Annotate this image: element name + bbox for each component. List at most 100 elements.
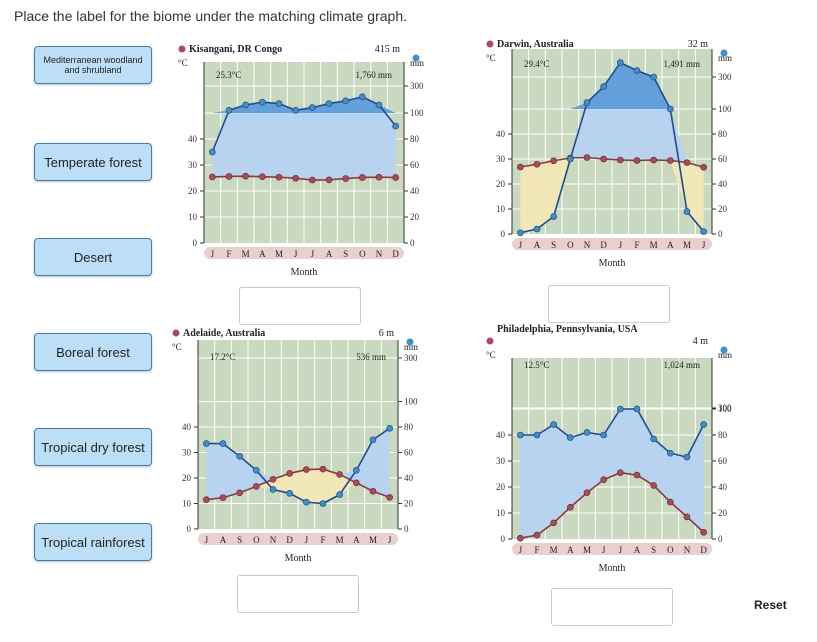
precipitation-point: [286, 490, 293, 497]
precipitation-point: [269, 486, 277, 493]
temperature-point: [583, 489, 591, 497]
average-temperature: 12.5°C: [524, 360, 549, 370]
precip-tick-label: 40: [410, 186, 420, 196]
temp-tick-label: 0: [501, 534, 506, 544]
month-label: A: [667, 240, 674, 250]
month-label: N: [270, 535, 277, 545]
month-label: J: [211, 249, 215, 259]
month-label: J: [702, 240, 706, 250]
temperature-point: [336, 471, 343, 478]
month-label: J: [311, 249, 315, 259]
precipitation-point: [225, 107, 233, 114]
temp-unit: °C: [486, 350, 496, 360]
temp-tick-label: 30: [182, 448, 192, 458]
precipitation-point: [242, 101, 249, 109]
precipitation-line: [520, 61, 705, 234]
place-title: Kisangani, DR Congo: [189, 44, 282, 55]
month-label: J: [388, 535, 392, 545]
month-label: S: [551, 240, 556, 250]
label-tropical-dry-forest[interactable]: Tropical dry forest: [34, 428, 152, 466]
precipitation-point: [683, 208, 691, 215]
precipitation-point: [292, 107, 299, 114]
month-label: D: [600, 240, 607, 250]
precip-tick-label: 60: [404, 448, 414, 458]
precip-tick-label: 300: [410, 81, 424, 91]
precip-tick-label: 300: [404, 353, 418, 363]
drop-zone-kisangani[interactable]: [239, 287, 361, 325]
drop-zone-adelaide[interactable]: [237, 575, 359, 613]
label-boreal-forest[interactable]: Boreal forest: [34, 333, 152, 371]
precipitation-point: [319, 500, 327, 507]
precip-tick-label: 80: [718, 430, 728, 440]
x-axis-label: Month: [599, 563, 626, 574]
temperature-point: [600, 155, 607, 163]
month-band: [512, 238, 712, 250]
month-label: F: [634, 240, 639, 250]
month-label: A: [353, 535, 360, 545]
temp-tick-label: 20: [496, 482, 506, 492]
month-label: M: [550, 545, 558, 555]
precip-tick-label: 60: [718, 456, 728, 466]
month-label: N: [376, 249, 383, 259]
elevation: 415 m: [375, 44, 401, 55]
month-label: S: [343, 249, 348, 259]
precip-tick-label: 0: [718, 229, 723, 239]
month-label: M: [336, 535, 344, 545]
month-label: F: [534, 545, 539, 555]
month-label: O: [253, 535, 260, 545]
wet-season-fill: [206, 428, 390, 500]
temp-tick-label: 20: [496, 179, 506, 189]
temperature-point: [392, 174, 399, 181]
precip-legend-dot: [720, 49, 728, 57]
label-mediterranean[interactable]: Mediterranean woodland and shrubland: [34, 46, 152, 84]
label-tropical-rainforest[interactable]: Tropical rainforest: [34, 523, 152, 561]
month-label: M: [275, 249, 283, 259]
precipitation-point: [353, 467, 360, 474]
temperature-point: [209, 173, 216, 181]
temperature-point: [303, 466, 310, 473]
month-label: M: [242, 249, 250, 259]
temp-tick-label: 10: [182, 499, 192, 509]
temp-legend-dot: [486, 337, 494, 345]
precipitation-point: [253, 467, 260, 474]
month-label: J: [205, 535, 209, 545]
month-label: M: [583, 545, 591, 555]
precipitation-point: [336, 491, 343, 498]
precipitation-point: [309, 104, 316, 111]
month-label: A: [567, 545, 574, 555]
temp-unit: °C: [172, 342, 182, 352]
precipitation-point: [617, 59, 624, 66]
dry-season-fill: [206, 469, 390, 504]
drop-zone-philadelphia[interactable]: [551, 588, 673, 626]
temperature-line: [520, 471, 705, 540]
month-label: M: [650, 240, 658, 250]
temperature-point: [309, 176, 316, 184]
precip-tick-label: 80: [718, 129, 728, 139]
precipitation-point: [667, 105, 674, 113]
drop-zone-darwin[interactable]: [548, 285, 670, 323]
temperature-point: [225, 173, 233, 180]
precipitation-point: [700, 228, 707, 235]
precipitation-point: [209, 148, 216, 156]
temperature-point: [386, 494, 393, 501]
temperature-point: [650, 482, 657, 489]
annual-precipitation: 1,491 mm: [663, 59, 700, 69]
temperature-point: [533, 160, 541, 168]
precip-tick-label: 60: [718, 154, 728, 164]
temperature-point: [700, 163, 707, 171]
label-desert[interactable]: Desert: [34, 238, 152, 276]
wet-season-fill: [212, 96, 396, 181]
label-temperate-forest[interactable]: Temperate forest: [34, 143, 152, 181]
month-label: S: [651, 545, 656, 555]
precipitation-point: [517, 229, 524, 237]
temperature-point: [683, 159, 691, 166]
precipitation-point: [369, 436, 377, 444]
month-label: D: [700, 545, 707, 555]
month-label: D: [286, 535, 293, 545]
precipitation-point: [650, 435, 657, 443]
reset-button[interactable]: Reset: [754, 598, 787, 612]
average-temperature: 17.2°C: [210, 352, 235, 362]
temperature-point: [650, 156, 657, 164]
month-label: A: [534, 240, 541, 250]
precip-tick-label: 40: [718, 179, 728, 189]
